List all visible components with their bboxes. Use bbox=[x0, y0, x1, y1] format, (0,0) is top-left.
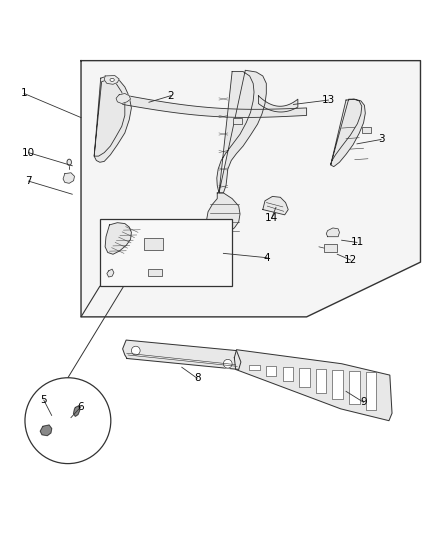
Polygon shape bbox=[107, 269, 114, 277]
FancyBboxPatch shape bbox=[148, 269, 162, 276]
Ellipse shape bbox=[110, 78, 114, 82]
Circle shape bbox=[131, 346, 140, 355]
Text: 5: 5 bbox=[40, 395, 47, 405]
Polygon shape bbox=[258, 96, 298, 112]
FancyBboxPatch shape bbox=[316, 369, 326, 393]
Text: 3: 3 bbox=[378, 134, 385, 144]
Polygon shape bbox=[217, 70, 266, 193]
FancyBboxPatch shape bbox=[366, 372, 376, 410]
FancyBboxPatch shape bbox=[233, 118, 242, 124]
Polygon shape bbox=[94, 76, 131, 162]
Polygon shape bbox=[104, 76, 119, 84]
FancyBboxPatch shape bbox=[324, 244, 337, 252]
Ellipse shape bbox=[67, 159, 71, 165]
Polygon shape bbox=[123, 95, 307, 117]
Polygon shape bbox=[116, 93, 131, 103]
Text: 12: 12 bbox=[344, 255, 357, 265]
FancyBboxPatch shape bbox=[249, 365, 260, 370]
Text: 13: 13 bbox=[322, 95, 335, 105]
Polygon shape bbox=[234, 350, 392, 421]
Polygon shape bbox=[123, 340, 241, 369]
Text: 14: 14 bbox=[265, 213, 278, 223]
Polygon shape bbox=[40, 425, 52, 435]
FancyBboxPatch shape bbox=[299, 368, 310, 387]
Polygon shape bbox=[331, 99, 365, 167]
Text: 6: 6 bbox=[78, 402, 85, 411]
Text: 11: 11 bbox=[350, 237, 364, 247]
Polygon shape bbox=[105, 223, 131, 254]
Text: 1: 1 bbox=[21, 88, 28, 99]
Text: 4: 4 bbox=[264, 253, 271, 263]
FancyBboxPatch shape bbox=[332, 370, 343, 399]
FancyBboxPatch shape bbox=[144, 238, 163, 250]
Polygon shape bbox=[63, 173, 74, 183]
Polygon shape bbox=[207, 193, 240, 235]
Text: 10: 10 bbox=[22, 148, 35, 158]
Circle shape bbox=[223, 359, 232, 368]
FancyBboxPatch shape bbox=[283, 367, 293, 382]
FancyBboxPatch shape bbox=[266, 366, 276, 376]
Polygon shape bbox=[81, 61, 420, 317]
FancyBboxPatch shape bbox=[349, 371, 360, 405]
Polygon shape bbox=[263, 197, 288, 215]
FancyBboxPatch shape bbox=[362, 127, 371, 133]
FancyBboxPatch shape bbox=[100, 219, 232, 286]
Text: 2: 2 bbox=[167, 91, 174, 101]
Text: 7: 7 bbox=[25, 176, 32, 186]
Text: 9: 9 bbox=[360, 397, 367, 407]
Circle shape bbox=[25, 378, 111, 464]
Polygon shape bbox=[74, 406, 80, 416]
Polygon shape bbox=[326, 228, 339, 237]
Text: 8: 8 bbox=[194, 373, 201, 383]
